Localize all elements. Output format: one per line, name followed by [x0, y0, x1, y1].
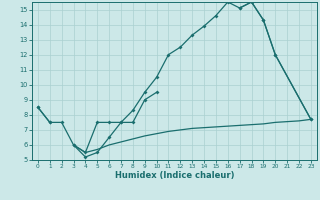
X-axis label: Humidex (Indice chaleur): Humidex (Indice chaleur) — [115, 171, 234, 180]
